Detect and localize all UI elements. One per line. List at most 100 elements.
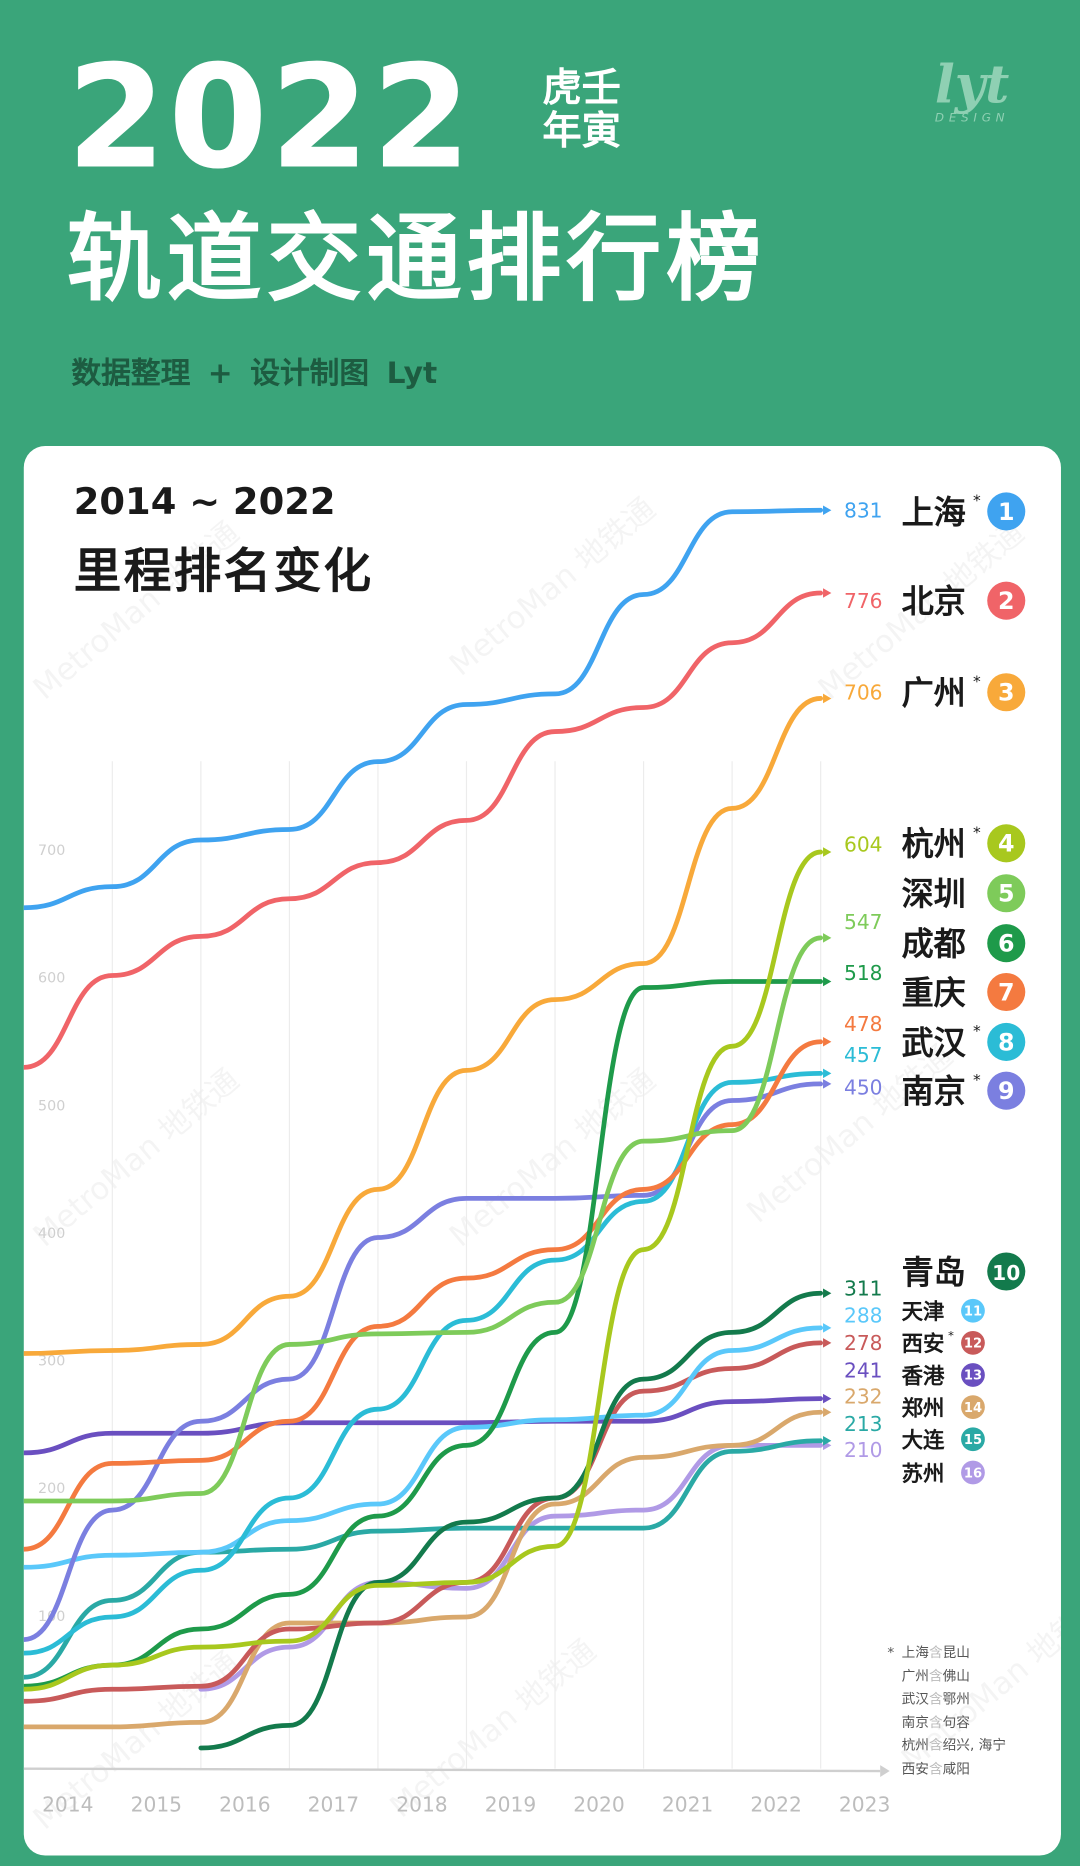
rank-badge-3 <box>987 673 1026 712</box>
city-label-8: 武汉 <box>902 1024 967 1062</box>
series-line-2 <box>23 590 824 1070</box>
rank-number: 10 <box>992 1261 1020 1285</box>
y-tick-label: 500 <box>38 1098 65 1114</box>
series-line-15 <box>23 1438 824 1680</box>
series-arrow-6 <box>823 976 832 987</box>
rank-number: 5 <box>998 880 1015 908</box>
series-line-10 <box>198 1290 824 1751</box>
footnote-contains: 含 <box>928 1667 943 1684</box>
rank-badge-5 <box>987 874 1026 913</box>
series-line-6 <box>23 979 824 1689</box>
rank-badge-16 <box>961 1460 985 1485</box>
rank-number: 12 <box>964 1337 982 1352</box>
footnote-extra: 佛山 <box>942 1667 970 1684</box>
watermark: MetroMan 地铁通 <box>443 491 663 683</box>
value-label-1: 831 <box>844 498 883 522</box>
rank-badge-10 <box>987 1252 1026 1291</box>
city-label-7: 重庆 <box>902 974 966 1012</box>
x-tick-label: 2021 <box>662 1793 713 1817</box>
x-tick-label: 2015 <box>131 1793 182 1817</box>
rank-badge-8 <box>987 1022 1026 1061</box>
city-label-5: 深圳 <box>902 875 966 913</box>
credits: 数据整理 + 设计制图 Lyt <box>71 355 438 391</box>
series-arrow-11 <box>823 1323 832 1333</box>
footnote-extra: 鄂州 <box>942 1690 970 1708</box>
value-label-13: 241 <box>844 1358 883 1382</box>
x-tick-label: 2023 <box>839 1793 890 1817</box>
rank-number: 9 <box>998 1077 1015 1105</box>
y-tick-label: 400 <box>38 1226 65 1242</box>
logo-sub: DESIGN <box>934 111 1010 125</box>
series-arrow-13 <box>823 1393 832 1404</box>
series-arrow-14 <box>823 1407 832 1417</box>
x-tick-label: 2016 <box>219 1793 270 1817</box>
page-title: 轨道交通排行榜 <box>66 203 766 315</box>
footnote-extra: 咸阳 <box>942 1760 970 1777</box>
footnote-contains: 含 <box>928 1760 943 1777</box>
y-tick-label: 300 <box>38 1354 65 1370</box>
city-label-15: 大连 <box>902 1428 945 1454</box>
chart-title: 2014 ~ 2022 <box>73 480 336 524</box>
rank-number: 11 <box>964 1305 982 1320</box>
city-label-11: 天津 <box>902 1300 945 1325</box>
x-tick-label: 2020 <box>573 1793 624 1817</box>
x-tick-label: 2017 <box>308 1793 359 1817</box>
star-mark: * <box>973 672 981 690</box>
series-arrow-2 <box>823 588 832 598</box>
city-label-3: 广州 <box>902 674 966 712</box>
footnote-extra: 句容 <box>942 1713 970 1731</box>
x-tick-label: 2022 <box>750 1793 801 1817</box>
value-label-3: 706 <box>844 680 883 704</box>
city-label-4: 杭州 <box>902 825 966 863</box>
logo-text: lyt <box>934 54 1010 116</box>
star-mark: * <box>973 492 981 510</box>
value-label-4: 604 <box>844 833 883 857</box>
footnote-item: 杭州含绍兴, 海宁 <box>887 1735 1006 1758</box>
series-arrow-10 <box>823 1288 832 1298</box>
rank-badge-11 <box>961 1298 985 1323</box>
value-label-2: 776 <box>844 589 883 613</box>
value-label-15: 213 <box>844 1412 883 1436</box>
rank-number: 7 <box>998 978 1015 1006</box>
chart-card <box>23 446 1061 1856</box>
footnote-contains: 含 <box>928 1737 943 1754</box>
value-label-10: 311 <box>844 1276 883 1300</box>
series-arrow-1 <box>823 505 832 515</box>
footnote-item: 广州含佛山 <box>887 1665 1006 1688</box>
zodiac-line-2: 年寅 <box>542 107 621 154</box>
y-tick-label: 200 <box>38 1481 65 1497</box>
x-tick-label: 2018 <box>396 1793 447 1817</box>
series-line-16 <box>198 1442 824 1692</box>
series-line-3 <box>23 696 824 1356</box>
value-label-14: 232 <box>844 1385 883 1409</box>
city-label-10: 青岛 <box>902 1253 966 1291</box>
footnote-contains: 含 <box>928 1643 943 1661</box>
series-line-11 <box>23 1325 824 1570</box>
footnote-item: 西安含咸阳 <box>887 1758 1006 1781</box>
series-arrow-3 <box>823 693 832 704</box>
rank-badge-6 <box>987 924 1026 963</box>
rank-badge-15 <box>961 1427 985 1452</box>
rank-badge-1 <box>987 492 1026 531</box>
city-label-14: 郑州 <box>902 1396 945 1421</box>
footnote-mark: * <box>887 1643 895 1661</box>
rank-badge-4 <box>987 824 1026 863</box>
city-label-9: 南京 <box>902 1073 966 1111</box>
footnote-city: 上海 <box>901 1643 929 1661</box>
series-line-13 <box>23 1396 824 1456</box>
watermark: MetroMan 地铁通 <box>443 1062 663 1254</box>
footnote-item: 南京含句容 <box>887 1711 1006 1734</box>
footnote-city: 广州 <box>901 1667 929 1684</box>
series-arrow-7 <box>823 1037 832 1047</box>
value-label-11: 288 <box>844 1304 883 1328</box>
zodiac-line-1: 虎壬 <box>542 64 621 111</box>
x-axis-arrow <box>880 1765 890 1778</box>
rank-number: 3 <box>998 679 1015 707</box>
value-label-8: 457 <box>844 1043 883 1067</box>
star-mark: * <box>973 823 981 841</box>
series-arrow-12 <box>823 1338 832 1348</box>
city-label-12: 西安 <box>902 1331 945 1357</box>
rank-number: 6 <box>998 930 1015 958</box>
footnotes: * 上海含昆山 广州含佛山 武汉含鄂州 南京含句容 杭州含绍兴, 海宁 西安含咸阳 <box>887 1641 1006 1781</box>
zodiac-label: 虎壬 年寅 <box>542 64 621 154</box>
